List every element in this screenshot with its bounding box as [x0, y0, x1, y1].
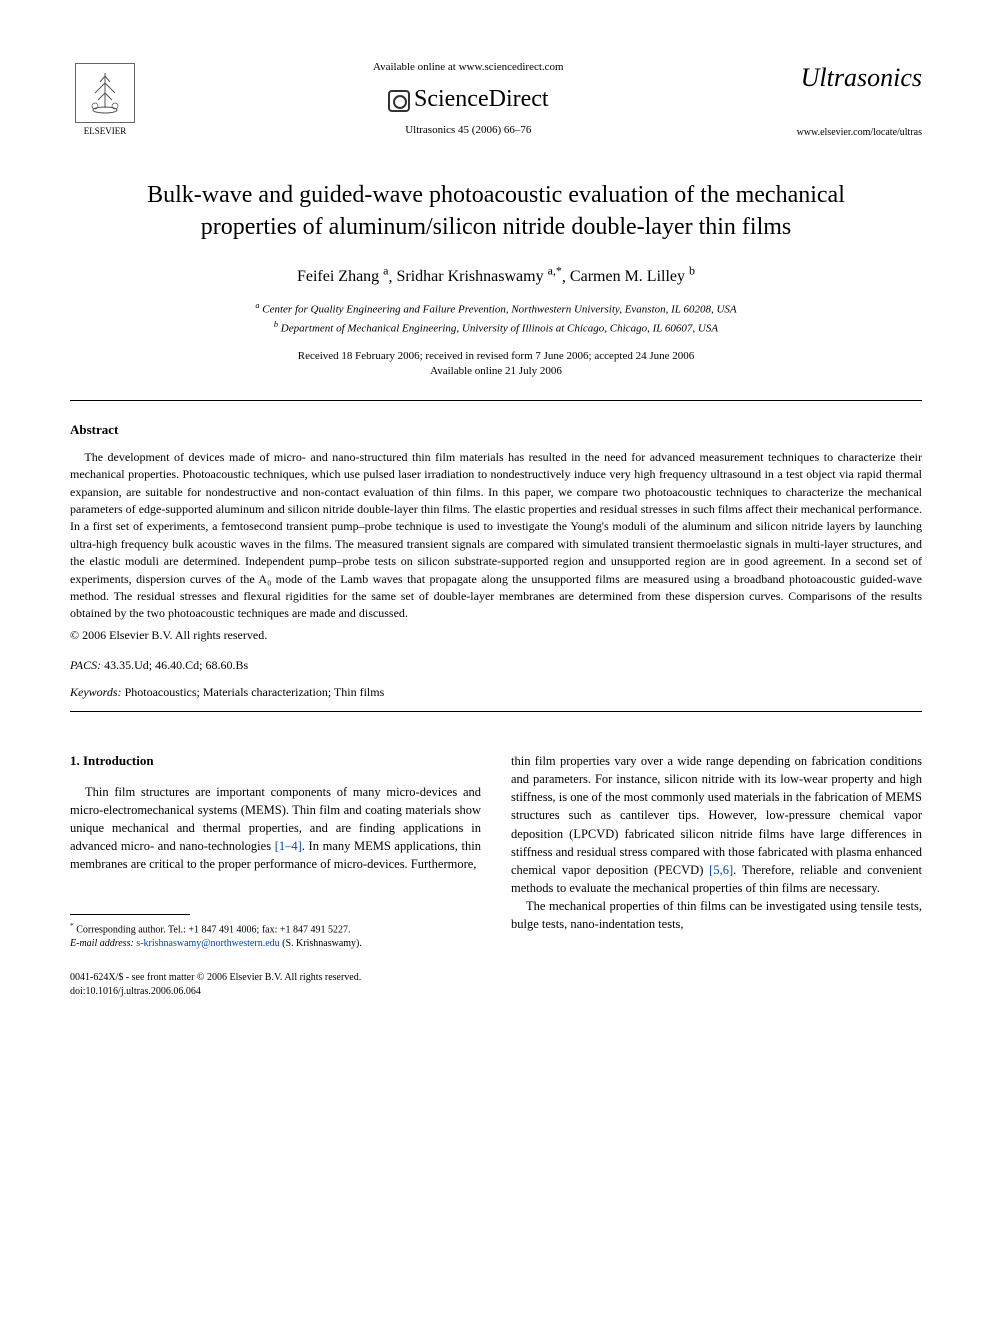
- journal-reference: Ultrasonics 45 (2006) 66–76: [140, 123, 797, 138]
- keywords-line: Keywords: Photoacoustics; Materials char…: [70, 684, 922, 701]
- column-right: thin film properties vary over a wide ra…: [511, 752, 922, 951]
- abstract-text: The development of devices made of micro…: [70, 449, 922, 623]
- body-columns: 1. Introduction Thin film structures are…: [70, 752, 922, 951]
- journal-brand-block: Ultrasonics www.elsevier.com/locate/ultr…: [797, 60, 922, 140]
- rule-bottom: [70, 711, 922, 712]
- affiliation-a: a Center for Quality Engineering and Fai…: [70, 300, 922, 318]
- pacs-line: PACS: 43.35.Ud; 46.40.Cd; 68.60.Bs: [70, 657, 922, 674]
- ref-link-1-4[interactable]: [1–4]: [275, 839, 302, 853]
- sciencedirect-icon: [388, 90, 410, 112]
- footnote-rule: [70, 914, 190, 915]
- journal-url: www.elsevier.com/locate/ultras: [797, 126, 922, 140]
- email-label: E-mail address:: [70, 938, 134, 949]
- copyright-line: © 2006 Elsevier B.V. All rights reserved…: [70, 627, 922, 644]
- intro-col2-p1-pre: thin film properties vary over a wide ra…: [511, 754, 922, 877]
- email-link[interactable]: s-krishnaswamy@northwestern.edu: [136, 938, 279, 949]
- affiliation-a-text: Center for Quality Engineering and Failu…: [262, 304, 736, 316]
- intro-paragraph-1-cont: thin film properties vary over a wide ra…: [511, 752, 922, 897]
- ref-link-5-6[interactable]: [5,6]: [709, 863, 733, 877]
- rule-top: [70, 400, 922, 401]
- elsevier-logo: ELSEVIER: [70, 60, 140, 140]
- sciencedirect-text: ScienceDirect: [414, 86, 549, 112]
- footer-line2: doi:10.1016/j.ultras.2006.06.064: [70, 985, 922, 999]
- footer-info: 0041-624X/$ - see front matter © 2006 El…: [70, 971, 922, 999]
- footnote-line1: * Corresponding author. Tel.: +1 847 491…: [70, 921, 481, 937]
- center-header: Available online at www.sciencedirect.co…: [140, 60, 797, 138]
- journal-brand: Ultrasonics: [797, 60, 922, 96]
- author-2: Sridhar Krishnaswamy a,*: [397, 268, 562, 285]
- pacs-label: PACS:: [70, 658, 101, 672]
- footnote-corresponding-text: Corresponding author. Tel.: +1 847 491 4…: [76, 924, 350, 935]
- intro-paragraph-2: The mechanical properties of thin films …: [511, 897, 922, 933]
- column-left: 1. Introduction Thin film structures are…: [70, 752, 481, 951]
- header-bar: ELSEVIER Available online at www.science…: [70, 60, 922, 140]
- sciencedirect-logo: ScienceDirect: [140, 83, 797, 117]
- corresponding-author-footnote: * Corresponding author. Tel.: +1 847 491…: [70, 921, 481, 951]
- dates-line2: Available online 21 July 2006: [70, 364, 922, 379]
- authors-line: Feifei Zhang a, Sridhar Krishnaswamy a,*…: [70, 263, 922, 289]
- dates-line1: Received 18 February 2006; received in r…: [70, 349, 922, 364]
- email-author-name: (S. Krishnaswamy).: [282, 938, 362, 949]
- author-3: Carmen M. Lilley b: [570, 268, 695, 285]
- abstract-section: Abstract The development of devices made…: [70, 421, 922, 644]
- elsevier-label: ELSEVIER: [84, 125, 127, 138]
- keywords-label: Keywords:: [70, 685, 122, 699]
- author-1: Feifei Zhang a: [297, 268, 389, 285]
- affiliations: a Center for Quality Engineering and Fai…: [70, 300, 922, 336]
- footer-line1: 0041-624X/$ - see front matter © 2006 El…: [70, 971, 922, 985]
- introduction-heading: 1. Introduction: [70, 752, 481, 771]
- affiliation-b-text: Department of Mechanical Engineering, Un…: [281, 322, 718, 334]
- article-title: Bulk-wave and guided-wave photoacoustic …: [110, 180, 882, 242]
- keywords-value: Photoacoustics; Materials characterizati…: [125, 685, 385, 699]
- intro-paragraph-1: Thin film structures are important compo…: [70, 783, 481, 874]
- abstract-heading: Abstract: [70, 421, 922, 439]
- affiliation-b: b Department of Mechanical Engineering, …: [70, 319, 922, 337]
- available-online-text: Available online at www.sciencedirect.co…: [140, 60, 797, 75]
- elsevier-tree-icon: [75, 63, 135, 123]
- footnote-line2: E-mail address: s-krishnaswamy@northwest…: [70, 937, 481, 951]
- article-dates: Received 18 February 2006; received in r…: [70, 349, 922, 380]
- pacs-value: 43.35.Ud; 46.40.Cd; 68.60.Bs: [104, 658, 248, 672]
